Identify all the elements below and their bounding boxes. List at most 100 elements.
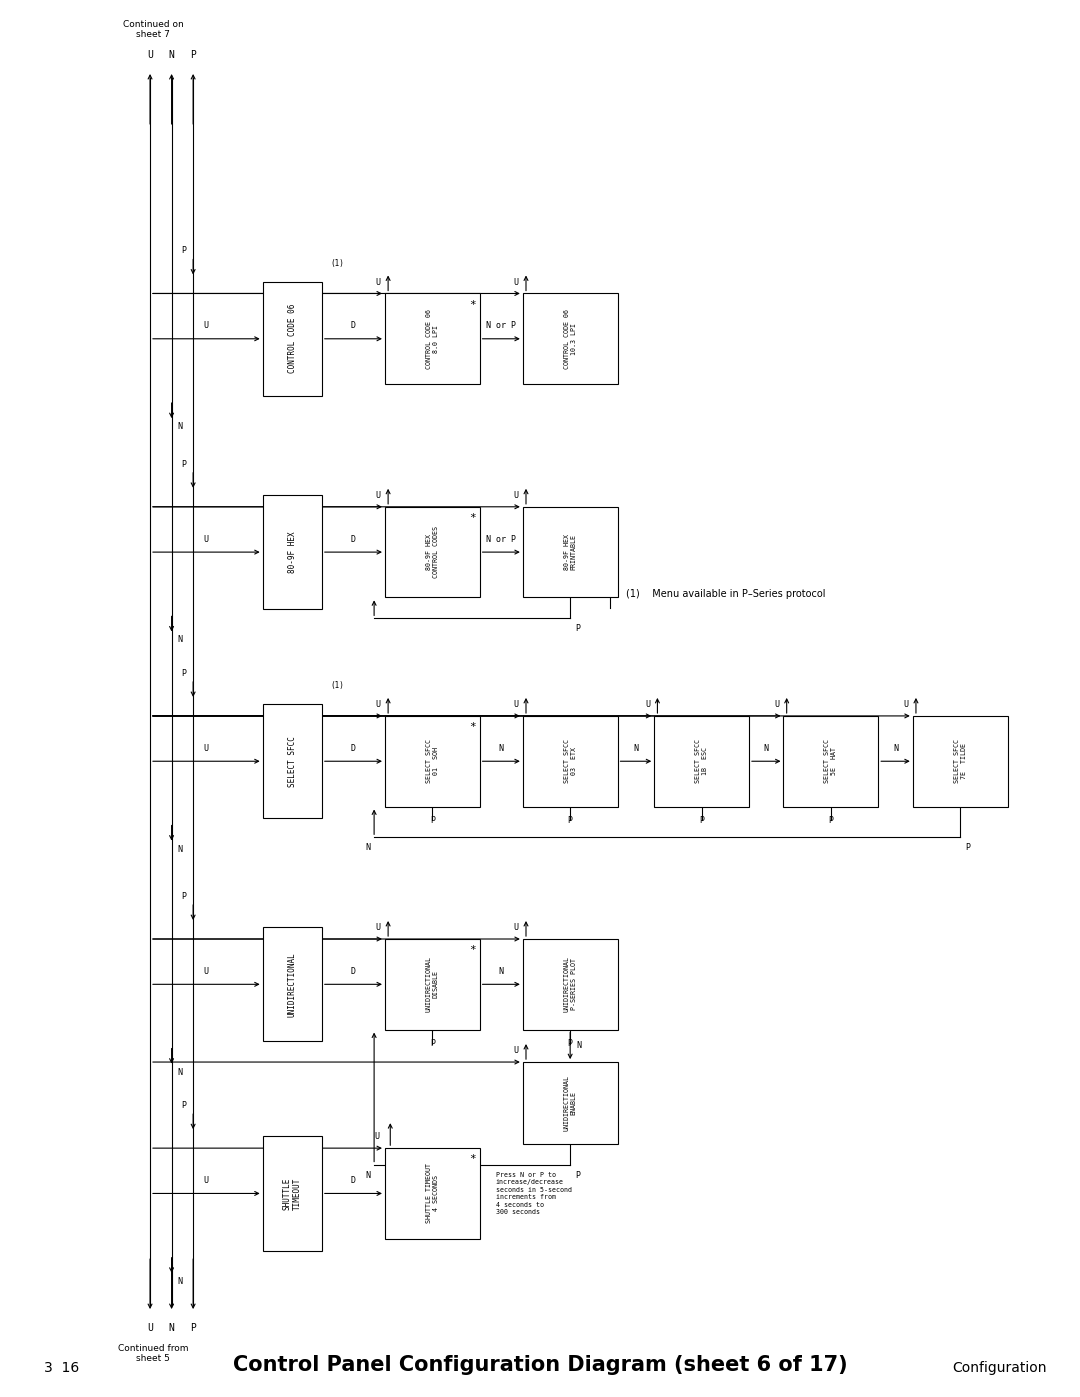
Text: P: P [181, 246, 187, 256]
Text: SELECT SFCC
1B  ESC: SELECT SFCC 1B ESC [696, 739, 708, 784]
Bar [523, 293, 618, 384]
Text: SELECT SFCC
7E  TILDE: SELECT SFCC 7E TILDE [954, 739, 967, 784]
Text: (1): (1) [330, 258, 345, 268]
Text: SELECT SFCC
5E  HAT: SELECT SFCC 5E HAT [824, 739, 837, 784]
Text: N: N [177, 845, 181, 854]
Text: UNIDIRECTIONAL: UNIDIRECTIONAL [287, 951, 297, 1017]
Text: 80-9F HEX
CONTROL CODES: 80-9F HEX CONTROL CODES [426, 527, 438, 578]
Text: *: * [469, 946, 475, 956]
Text: SELECT SFCC
01  SOH: SELECT SFCC 01 SOH [426, 739, 438, 784]
Text: Continued on
sheet 7: Continued on sheet 7 [123, 20, 184, 39]
Text: U: U [513, 1046, 518, 1055]
Bar [523, 1062, 618, 1144]
Text: U: U [375, 1132, 379, 1141]
Text: CONTROL CODE 06
10.3 LPI: CONTROL CODE 06 10.3 LPI [564, 309, 577, 369]
Text: 3  16: 3 16 [44, 1361, 80, 1375]
Text: N: N [577, 1041, 582, 1051]
Text: N: N [168, 1323, 175, 1333]
Text: (1)    Menu available in P–Series protocol: (1) Menu available in P–Series protocol [626, 590, 826, 599]
Bar [384, 1148, 480, 1239]
Text: Continued from
sheet 5: Continued from sheet 5 [118, 1344, 189, 1363]
Bar [783, 715, 878, 806]
Text: P: P [181, 1101, 187, 1111]
Bar [262, 282, 322, 395]
Text: U: U [645, 700, 650, 708]
Text: P: P [699, 816, 704, 826]
Text: *: * [469, 513, 475, 522]
Text: SHUTTLE
TIMEOUT: SHUTTLE TIMEOUT [283, 1178, 302, 1210]
Text: 80-9F HEX
PRINTABLE: 80-9F HEX PRINTABLE [564, 534, 577, 570]
Bar [384, 293, 480, 384]
Text: U: U [513, 490, 518, 500]
Text: N: N [499, 743, 503, 753]
Text: N: N [365, 1172, 370, 1180]
Text: N: N [499, 967, 503, 977]
Text: *: * [469, 1154, 475, 1164]
Text: U: U [376, 490, 380, 500]
Text: U: U [513, 700, 518, 708]
Text: N or P: N or P [486, 535, 516, 543]
Text: N: N [177, 422, 181, 432]
Bar [654, 715, 750, 806]
Bar [523, 507, 618, 598]
Text: SHUTTLE TIMEOUT
4 SECONDS: SHUTTLE TIMEOUT 4 SECONDS [426, 1164, 438, 1224]
Text: U: U [376, 278, 380, 286]
Text: P: P [576, 624, 581, 633]
Text: *: * [469, 722, 475, 732]
Text: U: U [147, 50, 153, 60]
Bar [262, 1136, 322, 1250]
Bar [262, 495, 322, 609]
Bar [384, 507, 480, 598]
Text: UNIDIRECTIONAL
P-SERIES PLOT: UNIDIRECTIONAL P-SERIES PLOT [564, 957, 577, 1013]
Text: Control Panel Configuration Diagram (sheet 6 of 17): Control Panel Configuration Diagram (she… [232, 1355, 848, 1375]
Text: N: N [168, 50, 175, 60]
Text: *: * [469, 299, 475, 310]
Text: N: N [633, 743, 638, 753]
Text: U: U [204, 321, 208, 331]
Text: CONTROL CODE 06
8.0 LPI: CONTROL CODE 06 8.0 LPI [426, 309, 438, 369]
Text: U: U [903, 700, 908, 708]
Text: U: U [147, 1323, 153, 1333]
Text: D: D [351, 535, 356, 543]
Text: SELECT SFCC: SELECT SFCC [287, 736, 297, 787]
Text: U: U [204, 1176, 208, 1185]
Bar [262, 704, 322, 819]
Text: N: N [365, 842, 370, 852]
Text: P: P [430, 1039, 435, 1048]
Text: P: P [181, 460, 187, 469]
Text: P: P [966, 842, 971, 852]
Text: U: U [513, 278, 518, 286]
Text: N: N [177, 1067, 181, 1077]
Text: U: U [376, 923, 380, 932]
Text: N: N [177, 1277, 181, 1285]
Text: (1): (1) [330, 682, 345, 690]
Text: U: U [204, 535, 208, 543]
Text: U: U [204, 967, 208, 977]
Text: P: P [828, 816, 834, 826]
Bar [262, 928, 322, 1042]
Text: U: U [513, 923, 518, 932]
Text: D: D [351, 743, 356, 753]
Text: P: P [181, 891, 187, 901]
Text: P: P [576, 1172, 581, 1180]
Text: D: D [351, 321, 356, 331]
Bar [384, 715, 480, 806]
Text: N: N [764, 743, 769, 753]
Text: Configuration: Configuration [951, 1361, 1047, 1375]
Text: U: U [204, 743, 208, 753]
Text: SELECT SFCC
03  ETX: SELECT SFCC 03 ETX [564, 739, 577, 784]
Text: N: N [177, 636, 181, 644]
Text: P: P [568, 1039, 572, 1048]
Bar [913, 715, 1008, 806]
Bar [384, 939, 480, 1030]
Text: U: U [376, 700, 380, 708]
Text: U: U [774, 700, 779, 708]
Text: D: D [351, 1176, 356, 1185]
Text: D: D [351, 967, 356, 977]
Text: UNIDIRECTIONAL
DISABLE: UNIDIRECTIONAL DISABLE [426, 957, 438, 1013]
Bar [523, 939, 618, 1030]
Text: P: P [181, 669, 187, 678]
Text: P: P [568, 816, 572, 826]
Text: CONTROL CODE 06: CONTROL CODE 06 [287, 305, 297, 373]
Text: Press N or P to
increase/decrease
seconds in 5-second
increments from
4 seconds : Press N or P to increase/decrease second… [496, 1172, 571, 1215]
